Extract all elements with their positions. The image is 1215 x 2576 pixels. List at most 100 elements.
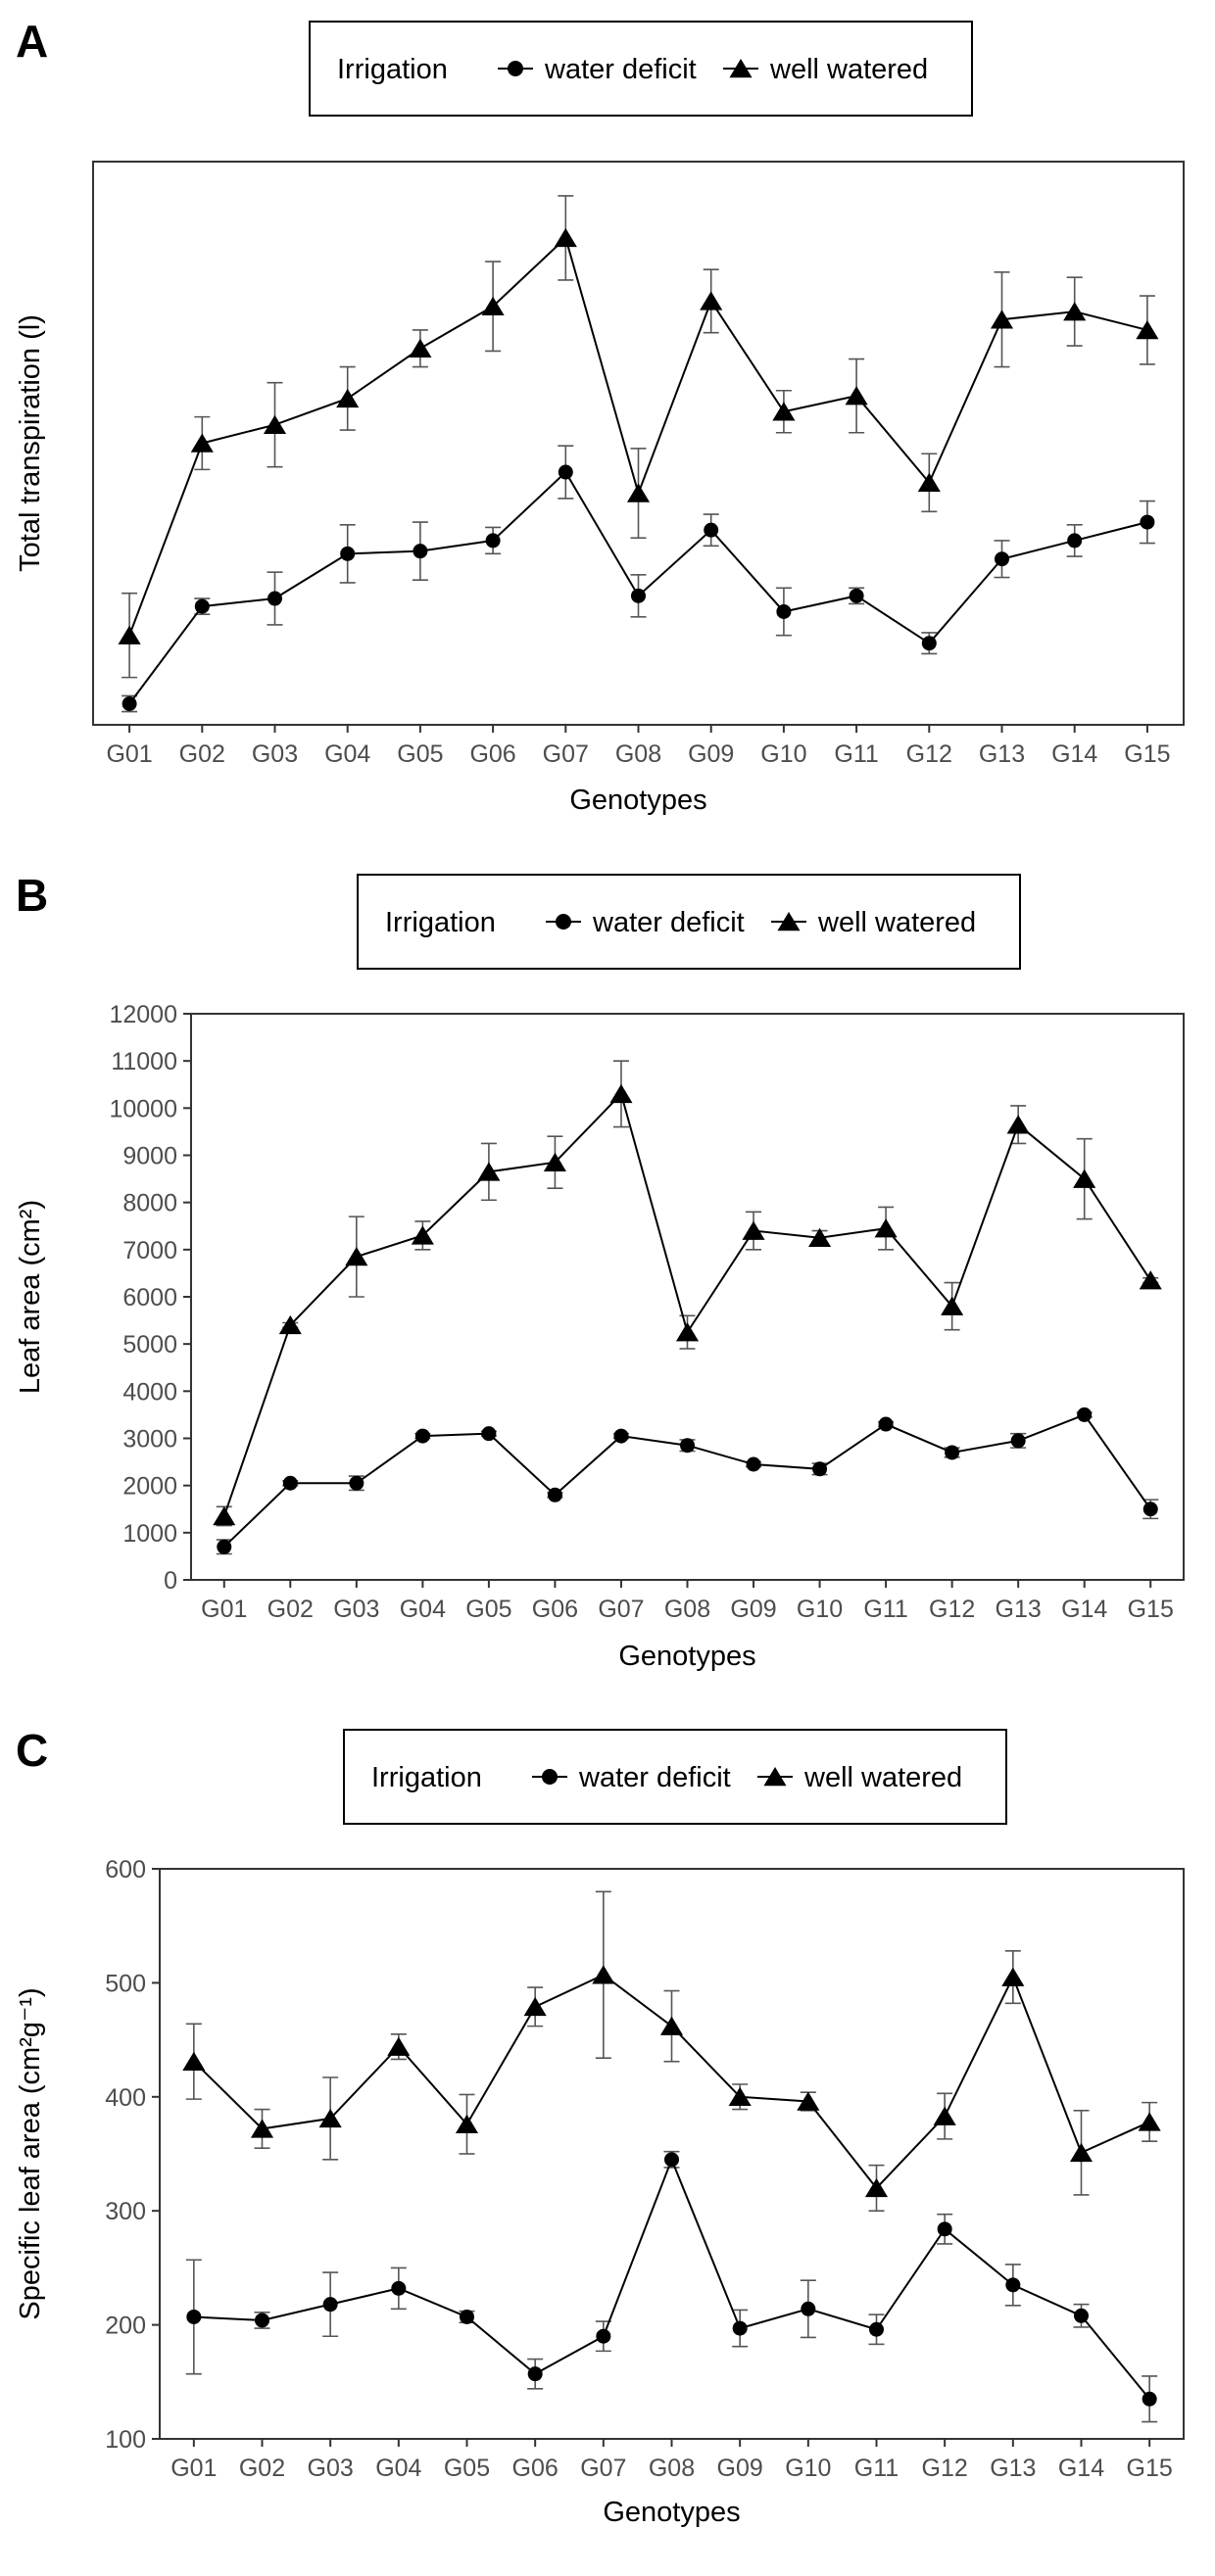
x-tick-label: G07 xyxy=(543,740,589,768)
data-point-triangle xyxy=(917,472,941,493)
x-tick-label: G09 xyxy=(688,740,734,768)
data-point-triangle xyxy=(455,2114,479,2133)
data-point-circle xyxy=(391,2280,407,2296)
data-point-triangle xyxy=(675,1322,700,1342)
data-point-triangle xyxy=(409,338,432,358)
legend-box xyxy=(343,1729,1007,1825)
x-tick-label: G03 xyxy=(333,1596,379,1623)
data-point-triangle xyxy=(1063,302,1087,321)
panel-a: A Irrigation water deficit well watered G01 G… xyxy=(15,16,1185,816)
data-point-circle xyxy=(664,2152,679,2168)
legend-marker-water-deficit xyxy=(508,61,523,76)
data-point-circle xyxy=(414,1428,430,1444)
data-point-circle xyxy=(349,1475,364,1491)
y-tick-label: 7000 xyxy=(122,1237,177,1264)
data-point-circle xyxy=(613,1428,629,1444)
data-point-triangle xyxy=(864,2177,889,2198)
data-point-triangle xyxy=(1073,1169,1096,1188)
x-tick-label: G13 xyxy=(996,1596,1042,1623)
data-point-triangle xyxy=(941,1296,964,1315)
data-point-circle xyxy=(122,696,137,712)
x-tick-label: G07 xyxy=(580,2455,626,2482)
data-point-triangle xyxy=(1001,1967,1025,1986)
data-point-circle xyxy=(1142,2391,1157,2407)
legend: Irrigation water deficit well watered xyxy=(357,874,1021,970)
legend-marker-well-watered xyxy=(777,912,801,931)
x-tick-label: G06 xyxy=(532,1596,578,1623)
data-point-triangle xyxy=(387,2036,411,2056)
x-tick-label: G01 xyxy=(170,2455,217,2482)
x-tick-label: G04 xyxy=(375,2455,421,2482)
data-point-circle xyxy=(849,588,864,603)
data-point-triangle xyxy=(477,1162,501,1181)
y-tick-label: 500 xyxy=(105,1970,146,1997)
data-point-triangle xyxy=(263,414,287,434)
y-tick-label: 400 xyxy=(105,2084,146,2112)
x-tick-label: G08 xyxy=(664,1596,710,1623)
data-point-circle xyxy=(945,1445,960,1460)
y-tick-label: 1000 xyxy=(122,1520,177,1548)
x-tick-label: G12 xyxy=(929,1596,975,1623)
data-point-triangle xyxy=(933,2106,956,2125)
x-tick-label: G05 xyxy=(465,1596,511,1623)
data-point-circle xyxy=(558,464,573,480)
panel-label: B xyxy=(16,870,48,921)
x-tick-label: G03 xyxy=(252,740,298,768)
x-tick-label: G14 xyxy=(1051,740,1097,768)
data-point-triangle xyxy=(1069,2142,1094,2163)
data-point-triangle xyxy=(345,1247,368,1266)
data-point-circle xyxy=(194,598,210,614)
x-axis-title: Genotypes xyxy=(618,1641,755,1672)
y-tick-label: 8000 xyxy=(122,1190,177,1217)
data-point-circle xyxy=(776,603,792,619)
x-tick-label: G01 xyxy=(201,1596,247,1623)
data-point-triangle xyxy=(318,2108,342,2128)
panel-label: C xyxy=(16,1725,48,1776)
data-point-triangle xyxy=(554,227,577,248)
x-tick-label: G04 xyxy=(324,740,370,768)
x-tick-label: G14 xyxy=(1058,2455,1104,2482)
x-tick-label: G11 xyxy=(834,740,878,768)
y-axis-title: Specific leaf area (cm²g⁻¹) xyxy=(15,1987,46,2319)
x-tick-label: G10 xyxy=(785,2455,831,2482)
data-point-circle xyxy=(1010,1433,1026,1449)
legend-label-well-watered: well watered xyxy=(769,54,928,85)
data-point-triangle xyxy=(278,1314,302,1335)
panel-c: C Irrigation water deficit well watered 100 2… xyxy=(15,1725,1185,2528)
legend-title: Irrigation xyxy=(337,54,448,85)
legend-marker-water-deficit xyxy=(542,1769,558,1785)
plot-frame xyxy=(190,1013,1185,1581)
data-point-circle xyxy=(186,2309,202,2324)
data-point-triangle xyxy=(797,2091,820,2111)
x-tick-label: G01 xyxy=(106,740,152,768)
legend-label-well-watered: well watered xyxy=(817,907,976,938)
legend: Irrigation water deficit well watered xyxy=(309,21,973,117)
legend-box xyxy=(309,21,973,117)
data-point-circle xyxy=(631,588,646,603)
x-tick-label: G08 xyxy=(649,2455,695,2482)
y-tick-label: 9000 xyxy=(122,1143,177,1170)
y-tick-label: 10000 xyxy=(109,1095,177,1122)
data-point-triangle xyxy=(182,2051,206,2071)
data-point-triangle xyxy=(411,1225,434,1245)
data-point-circle xyxy=(995,551,1009,567)
legend-title: Irrigation xyxy=(371,1762,482,1793)
x-tick-label: G15 xyxy=(1124,740,1170,768)
x-tick-label: G06 xyxy=(469,740,515,768)
data-point-triangle xyxy=(118,625,141,644)
x-tick-label: G12 xyxy=(922,2455,968,2482)
data-point-triangle xyxy=(728,2086,752,2107)
y-tick-label: 5000 xyxy=(122,1331,177,1359)
series-line xyxy=(222,1091,1152,1517)
data-point-triangle xyxy=(523,1996,547,2017)
series-well-watered xyxy=(118,195,1159,679)
legend-label-water-deficit: water deficit xyxy=(592,907,745,938)
x-tick-label: G09 xyxy=(717,2455,763,2482)
legend-marker-water-deficit xyxy=(556,914,571,930)
data-point-circle xyxy=(527,2366,543,2382)
x-tick-label: G12 xyxy=(906,740,952,768)
data-point-triangle xyxy=(213,1505,236,1526)
series-well-watered xyxy=(182,1890,1161,2212)
x-tick-label: G13 xyxy=(990,2455,1036,2482)
y-tick-label: 2000 xyxy=(122,1473,177,1501)
